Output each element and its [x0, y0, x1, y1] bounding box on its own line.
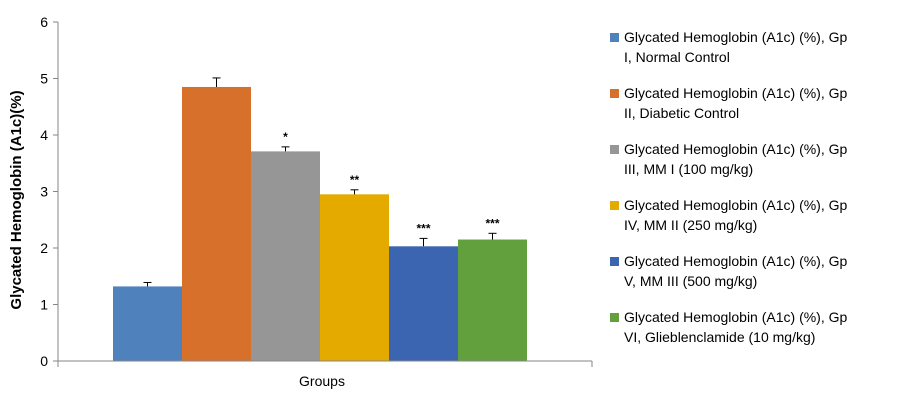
bar — [389, 246, 458, 361]
legend-entry-line: Glycated Hemoglobin (A1c) (%), Gp — [624, 309, 848, 325]
y-axis: 0 1 2 3 4 5 6 — [40, 14, 59, 369]
y-tick-label: 5 — [40, 71, 48, 87]
legend-entry-line: Glycated Hemoglobin (A1c) (%), Gp — [624, 197, 848, 213]
bar — [251, 151, 320, 361]
legend-swatch — [610, 33, 619, 42]
legend-swatch — [610, 257, 619, 266]
legend-entry: Glycated Hemoglobin (A1c) (%), Gp III, MM… — [624, 141, 848, 177]
bar — [320, 194, 389, 361]
significance-marker: * — [283, 130, 288, 144]
y-tick-label: 4 — [40, 127, 48, 143]
legend-entry: Glycated Hemoglobin (A1c) (%), Gp IV, MM … — [624, 197, 848, 233]
legend-swatch — [610, 313, 619, 322]
bars: ****** *** — [113, 77, 527, 361]
bar — [458, 239, 527, 361]
y-tick-label: 2 — [40, 240, 48, 256]
legend-entry: Glycated Hemoglobin (A1c) (%), Gp VI, Gli… — [624, 309, 848, 345]
bar — [113, 286, 182, 361]
legend-entry: Glycated Hemoglobin (A1c) (%), Gp V, MM I… — [624, 253, 848, 289]
legend-entry-line: Glycated Hemoglobin (A1c) (%), Gp — [624, 85, 848, 101]
legend: Glycated Hemoglobin (A1c) (%), Gp I, Norm… — [610, 29, 848, 345]
y-tick-label: 3 — [40, 184, 48, 200]
legend-entry-line: V, MM III (500 mg/kg) — [624, 273, 757, 289]
legend-entry-line: II, Diabetic Control — [624, 105, 739, 121]
y-tick-label: 1 — [40, 297, 48, 313]
legend-entry-line: I, Normal Control — [624, 49, 730, 65]
legend-entry: Glycated Hemoglobin (A1c) (%), Gp I, Norm… — [624, 29, 848, 65]
legend-entry-line: Glycated Hemoglobin (A1c) (%), Gp — [624, 253, 848, 269]
significance-marker: *** — [485, 216, 499, 230]
bar — [182, 86, 251, 361]
significance-marker: *** — [416, 221, 430, 235]
legend-entry-line: III, MM I (100 mg/kg) — [624, 161, 753, 177]
legend-entry: Glycated Hemoglobin (A1c) (%), Gp II, Dia… — [624, 85, 848, 121]
legend-entry-line: IV, MM II (250 mg/kg) — [624, 217, 757, 233]
legend-swatch — [610, 201, 619, 210]
legend-entry-line: VI, Glieblenclamide (10 mg/kg) — [624, 329, 815, 345]
y-tick-label: 0 — [40, 353, 48, 369]
y-axis-label: Glycated Hemoglobin (A1c)(%) — [8, 90, 25, 309]
legend-entry-line: Glycated Hemoglobin (A1c) (%), Gp — [624, 141, 848, 157]
y-tick-label: 6 — [40, 14, 48, 30]
x-axis — [57, 360, 593, 367]
legend-entry-line: Glycated Hemoglobin (A1c) (%), Gp — [624, 29, 848, 45]
legend-swatch — [610, 89, 619, 98]
legend-swatch — [610, 145, 619, 154]
significance-marker: ** — [350, 173, 360, 187]
x-axis-label: Groups — [299, 373, 345, 389]
